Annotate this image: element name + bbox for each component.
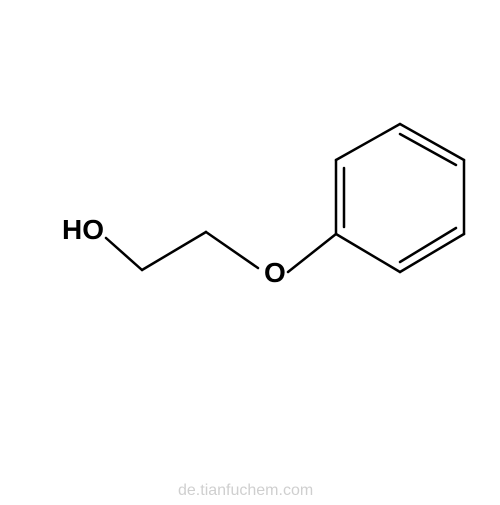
bond-line [106,238,142,270]
bonds-group [106,124,464,272]
bond-line [400,124,464,160]
molecule-canvas: HO O de.tianfuchem.com [0,0,500,500]
watermark-text: de.tianfuchem.com [178,482,313,500]
atom-label: HO [62,214,104,245]
bond-line [288,234,336,272]
atom-label: O [264,257,286,288]
molecule-svg: HO O [0,0,500,500]
bond-line [336,124,400,160]
bond-line [400,234,464,272]
bond-line [142,232,206,270]
bond-line [206,232,258,268]
bond-line [336,234,400,272]
